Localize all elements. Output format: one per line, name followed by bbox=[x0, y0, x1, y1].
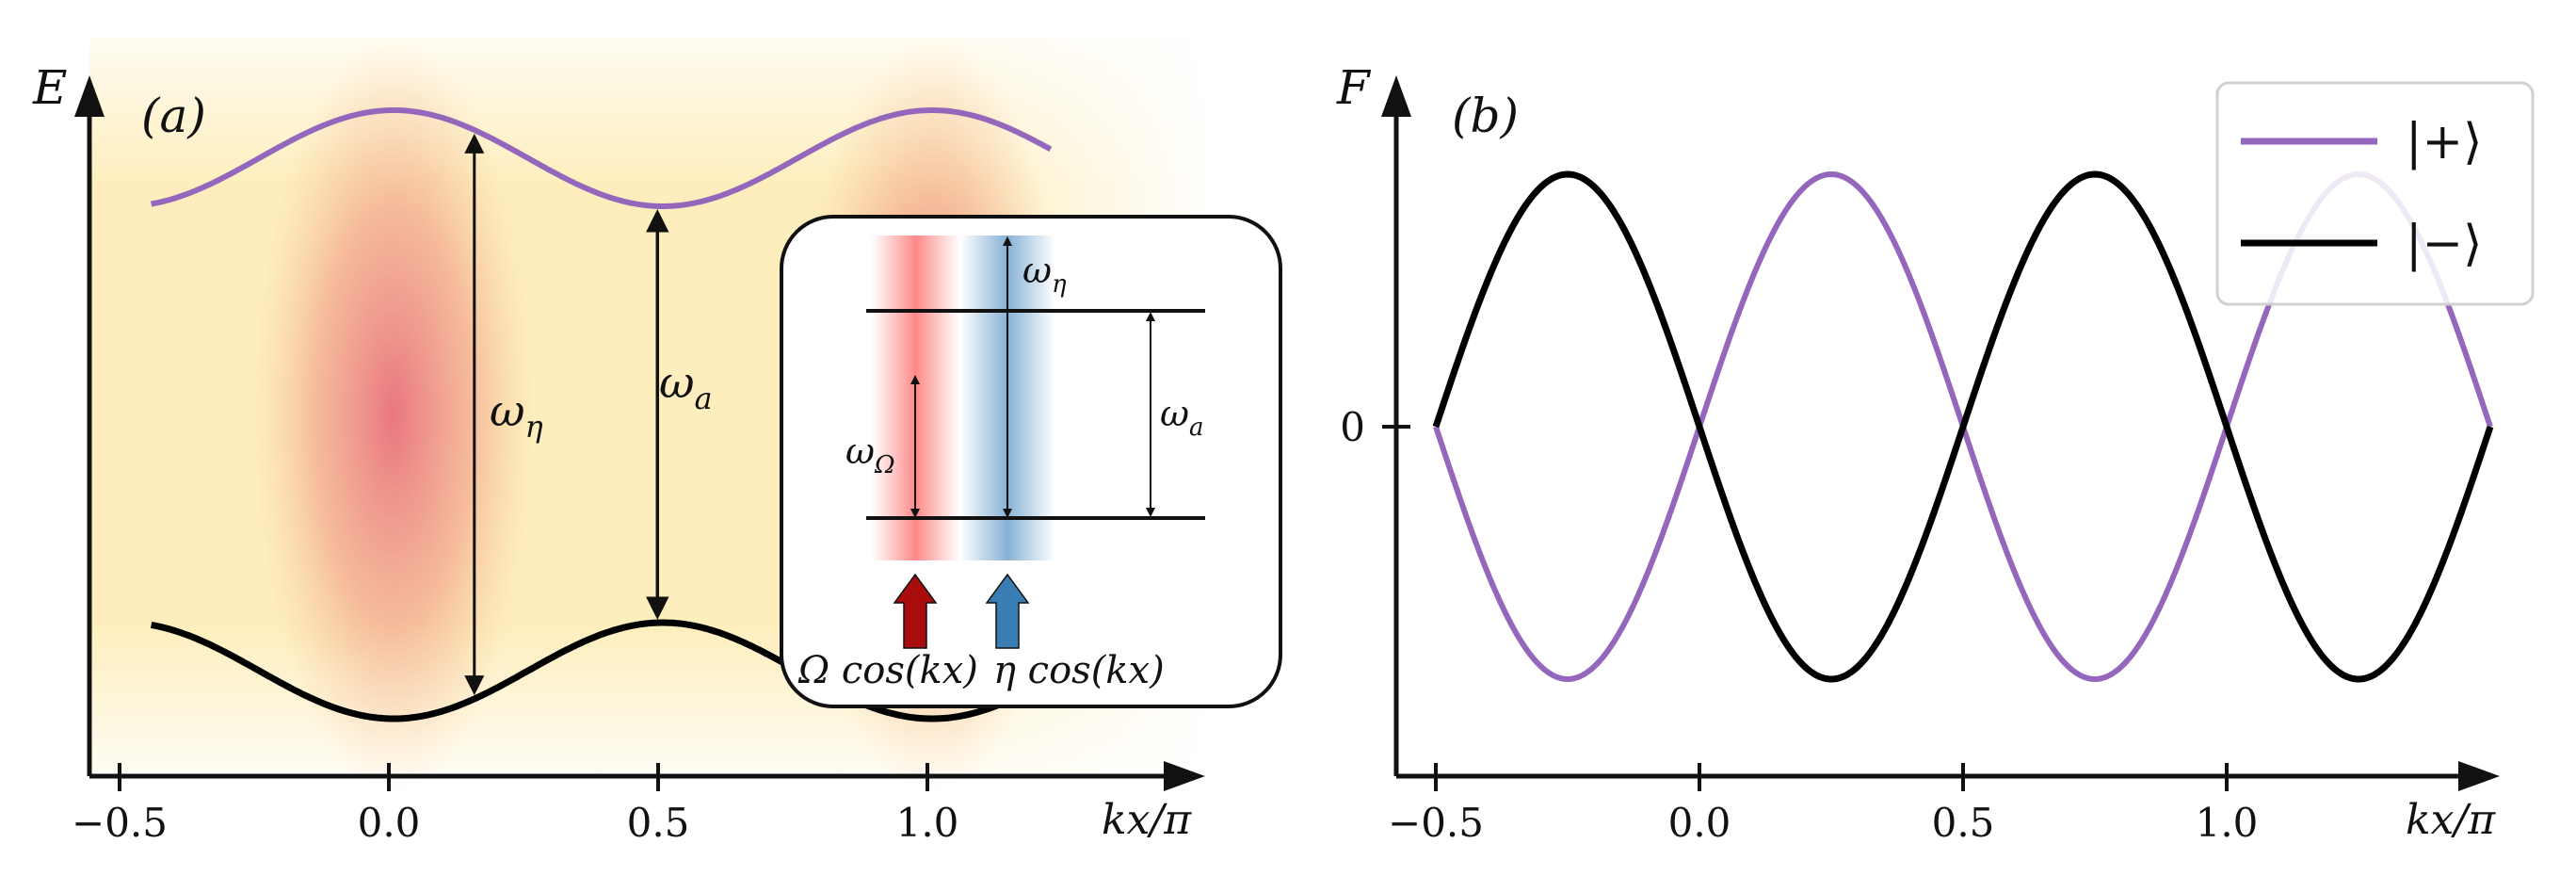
panel-b-minus-curve bbox=[1432, 170, 2494, 683]
panel-b-x-ticks: −0.5 0.0 0.5 1.0 bbox=[1388, 763, 2258, 846]
panel-a: ωη ωa −0.5 0.0 0.5 1.0 kx/π E (a) ωΩ ωη ωa … bbox=[32, 38, 1282, 846]
legend-plus-label: |+⟩ bbox=[2406, 114, 2482, 170]
panel-a-upper-curve bbox=[151, 107, 1053, 209]
panel-b-x-tick-label: −0.5 bbox=[1388, 800, 1484, 846]
panel-b-y-label: F bbox=[1336, 60, 1372, 115]
panel-a-x-tick-label: 1.0 bbox=[896, 800, 959, 846]
panel-b-label: (b) bbox=[1452, 89, 1519, 143]
panel-a-x-label: kx/π bbox=[1102, 796, 1192, 844]
omega-a-label: ωa bbox=[659, 357, 713, 416]
panel-b-x-label: kx/π bbox=[2406, 796, 2496, 844]
panel-b-x-tick-label: 0.0 bbox=[1668, 800, 1731, 846]
omega-eta-label: ωη bbox=[490, 385, 543, 445]
panel-a-x-ticks: −0.5 0.0 0.5 1.0 bbox=[72, 763, 958, 846]
panel-b-x-tick-label: 0.5 bbox=[1932, 800, 1995, 846]
panel-b-x-tick-label: 1.0 bbox=[2196, 800, 2259, 846]
panel-a-y-axis-arrowhead bbox=[74, 75, 105, 117]
legend-box bbox=[2215, 81, 2535, 306]
panel-b-x-axis-arrowhead bbox=[2458, 761, 2500, 791]
panel-a-x-tick-label: −0.5 bbox=[72, 800, 168, 846]
panel-a-x-axis-arrowhead bbox=[1164, 761, 1205, 791]
panel-b-y-axis-arrowhead bbox=[1381, 75, 1411, 117]
inset-omega-eta-label: ωη bbox=[1022, 250, 1067, 299]
inset-omega-a-label: ωa bbox=[1160, 393, 1204, 442]
inset: ωΩ ωη ωa Ω cos(kx) η cos(kx) bbox=[780, 215, 1282, 708]
panel-b: −0.5 0.0 0.5 1.0 0 kx/π F (b) |+⟩ |−⟩ bbox=[1336, 60, 2535, 846]
legend-minus-label: |−⟩ bbox=[2406, 216, 2482, 272]
panel-a-lower-curve bbox=[150, 619, 1053, 722]
blue-drive-arrow bbox=[985, 573, 1030, 649]
inset-omega-omega-label: ωΩ bbox=[845, 430, 895, 479]
panel-a-y-label: E bbox=[32, 60, 68, 115]
eta-drive-label: η cos(kx) bbox=[993, 649, 1165, 692]
legend: |+⟩ |−⟩ bbox=[2215, 81, 2535, 306]
panel-a-label: (a) bbox=[141, 89, 206, 143]
panel-a-x-tick-label: 0.5 bbox=[627, 800, 690, 846]
omega-drive-label: Ω cos(kx) bbox=[797, 649, 978, 692]
panel-a-x-tick-label: 0.0 bbox=[358, 800, 421, 846]
panel-a-red-glow-1 bbox=[252, 38, 535, 791]
panel-b-y-tick-label-0: 0 bbox=[1340, 404, 1365, 450]
red-drive-arrow bbox=[893, 573, 938, 649]
